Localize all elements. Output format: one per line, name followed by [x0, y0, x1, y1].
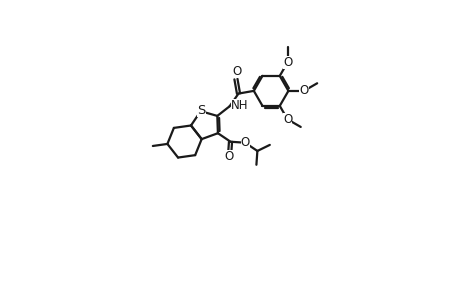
Text: O: O [240, 136, 249, 149]
Text: O: O [225, 150, 234, 163]
Text: O: O [231, 65, 241, 79]
Text: NH: NH [231, 99, 248, 112]
Text: O: O [299, 84, 308, 97]
Text: O: O [282, 113, 291, 126]
Text: S: S [197, 104, 205, 117]
Text: O: O [282, 56, 291, 69]
